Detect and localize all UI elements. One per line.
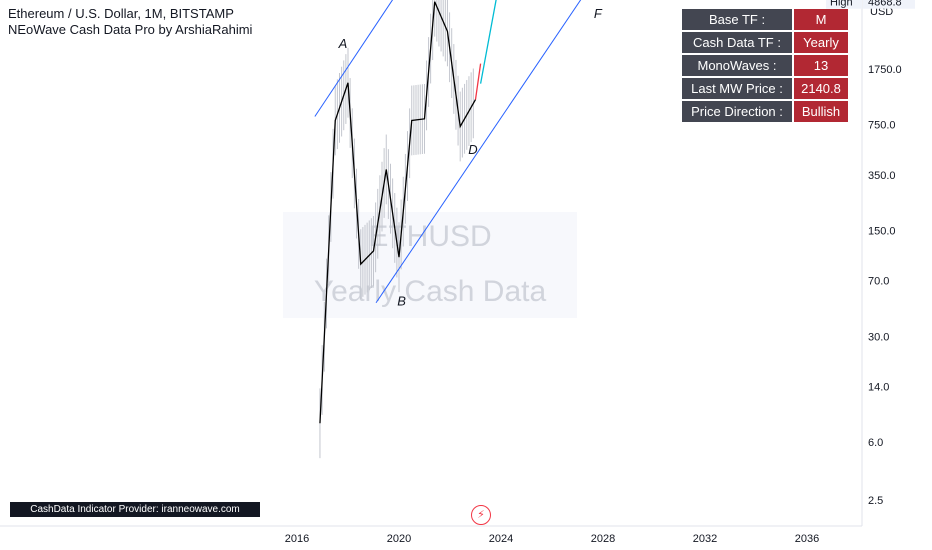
y-tick-label: 70.0 <box>868 276 889 288</box>
table-row: MonoWaves : 13 <box>682 55 848 76</box>
table-row: Price Direction : Bullish <box>682 101 848 122</box>
wave-label: F <box>594 6 603 21</box>
high-value: 4868.8 <box>868 0 902 9</box>
table-key: Price Direction : <box>682 101 792 122</box>
y-tick-label: 350.0 <box>868 170 896 182</box>
channel-lines <box>314 0 582 304</box>
current-bar <box>474 63 482 100</box>
wave-path <box>319 1 477 424</box>
lightning-icon[interactable]: ⚡ <box>471 505 491 525</box>
table-key: Last MW Price : <box>682 78 792 99</box>
indicator-name: NEoWave Cash Data Pro by ArshiaRahimi <box>8 22 253 37</box>
wave-label: D <box>468 142 477 157</box>
table-value: M <box>794 9 848 30</box>
y-tick-label: 6.0 <box>868 437 883 449</box>
y-tick-label: 2.5 <box>868 495 883 507</box>
table-value: 2140.8 <box>794 78 848 99</box>
indicator-info-table: Base TF : M Cash Data TF : Yearly MonoWa… <box>680 7 850 124</box>
table-value: Bullish <box>794 101 848 122</box>
wave-labels: ABCDEFG <box>338 6 603 308</box>
table-key: Cash Data TF : <box>682 32 792 53</box>
table-row: Cash Data TF : Yearly <box>682 32 848 53</box>
wave-layer <box>319 0 497 424</box>
y-tick-label: 30.0 <box>868 331 889 343</box>
high-value-box <box>863 0 915 9</box>
watermark-symbol: ETHUSD <box>368 220 491 253</box>
x-tick-label: 2020 <box>387 533 411 545</box>
channel-line <box>314 0 394 117</box>
x-tick-label: 2036 <box>795 533 819 545</box>
chart-title: Ethereum / U.S. Dollar, 1M, BITSTAMP <box>8 6 234 21</box>
x-tick-label: 2032 <box>693 533 717 545</box>
y-tick-label: 14.0 <box>868 381 889 393</box>
y-tick-label: 750.0 <box>868 120 896 132</box>
x-tick-label: 2016 <box>285 533 309 545</box>
wave-label: B <box>397 293 406 308</box>
watermark-bg <box>283 212 577 318</box>
table-row: Base TF : M <box>682 9 848 30</box>
x-tick-label: 2024 <box>489 533 513 545</box>
table-key: Base TF : <box>682 9 792 30</box>
y-tick-label: 150.0 <box>868 226 896 238</box>
table-key: MonoWaves : <box>682 55 792 76</box>
y-axis-unit: USD <box>870 6 893 18</box>
high-tag: High <box>830 0 853 9</box>
y-tick-label: 1750.0 <box>868 64 902 76</box>
high-tag-box <box>826 0 862 9</box>
projection-path <box>479 0 497 84</box>
watermark: ETHUSD Yearly Cash Data <box>283 212 577 318</box>
x-tick-label: 2028 <box>591 533 615 545</box>
table-value: 13 <box>794 55 848 76</box>
provider-banner: CashData Indicator Provider: iranneowave… <box>10 502 260 517</box>
axes: USD1400000.0600000.0280000.0120000.02200… <box>0 0 915 545</box>
wave-label: A <box>338 36 348 51</box>
channel-line <box>375 0 582 304</box>
watermark-tf: Yearly Cash Data <box>314 275 547 308</box>
table-row: Last MW Price : 2140.8 <box>682 78 848 99</box>
table-value: Yearly <box>794 32 848 53</box>
